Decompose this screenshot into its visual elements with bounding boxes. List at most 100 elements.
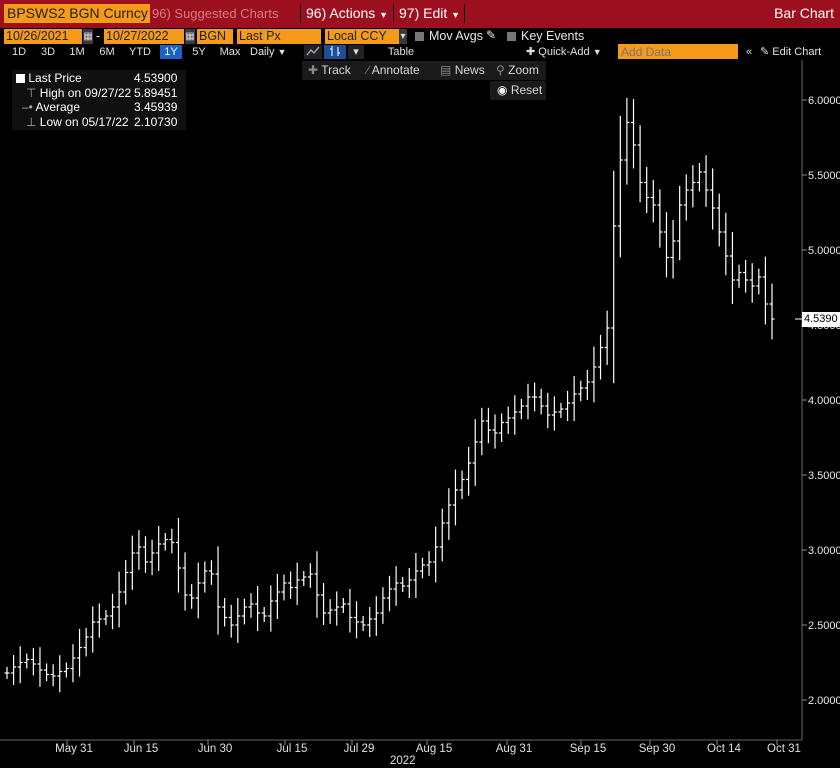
x-year-label: 2022: [390, 755, 416, 767]
ohlc-bar: [538, 388, 544, 415]
news-icon: ▤: [440, 63, 452, 77]
legend-high-value: 5.89451: [134, 86, 178, 100]
actions-label: 96) Actions: [306, 5, 376, 21]
legend-last-label: Last Price: [28, 71, 82, 85]
period-1y[interactable]: 1Y: [160, 45, 182, 59]
ohlc-bar: [327, 599, 333, 624]
ohlc-bar: [525, 383, 531, 420]
x-tick-label: Jun 15: [124, 743, 159, 755]
period-3d[interactable]: 3D: [40, 46, 56, 58]
calendar-icon[interactable]: ▦: [185, 29, 195, 44]
ohlc-bar: [44, 663, 50, 682]
ohlc-bar: [696, 163, 702, 192]
ohlc-bar: [83, 628, 89, 657]
ohlc-bar: [261, 607, 267, 622]
ohlc-bar: [400, 577, 406, 592]
pricing-source-field[interactable]: BGN: [197, 29, 233, 44]
ohlc-bar: [631, 99, 637, 169]
ohlc-bar: [492, 414, 498, 449]
ohlc-bar: [195, 562, 201, 619]
ohlc-bar: [294, 562, 300, 605]
zoom-label: Zoom: [508, 63, 539, 77]
ohlc-bar: [551, 396, 557, 431]
ohlc-bar: [360, 616, 366, 631]
ohlc-bar: [710, 168, 716, 230]
suggested-charts-button[interactable]: 96) Suggested Charts: [152, 6, 279, 21]
ohlc-bar: [729, 232, 735, 304]
pencil-icon: ✎: [760, 46, 770, 58]
frequency-selector[interactable]: Daily ▼: [250, 45, 296, 59]
x-tick-label: Sep 30: [639, 743, 675, 755]
y-tick-label: 6.0000: [808, 95, 840, 107]
chevron-down-icon[interactable]: ▾: [399, 29, 407, 44]
toolbar-separator: [464, 4, 465, 23]
ohlc-bar: [387, 575, 392, 612]
ohlc-bar: [446, 488, 452, 540]
end-date-field[interactable]: 10/27/2022: [104, 29, 184, 44]
key-events-checkbox[interactable]: [507, 32, 516, 41]
ohlc-bar: [17, 646, 23, 684]
ohlc-bar: [419, 557, 425, 579]
toolbar-separator: [300, 4, 301, 23]
reset-tool[interactable]: ◉ Reset: [497, 81, 542, 99]
ohlc-bar: [248, 593, 254, 618]
mov-avgs-checkbox[interactable]: [415, 32, 424, 41]
ohlc-bar: [624, 97, 630, 185]
edit-chart-button[interactable]: ✎ Edit Chart: [760, 45, 840, 59]
y-tick-label: 2.5000: [808, 620, 840, 632]
period-1m[interactable]: 1M: [69, 46, 85, 58]
ohlc-bar: [459, 470, 465, 499]
period-max[interactable]: Max: [219, 46, 241, 58]
ohlc-bar: [591, 346, 597, 403]
x-tick-label: Oct 31: [767, 743, 801, 755]
line-chart-icon[interactable]: [304, 45, 322, 59]
ohlc-bar: [690, 165, 696, 208]
bar-chart-icon[interactable]: [324, 45, 346, 59]
ohlc-bar: [222, 598, 228, 627]
ohlc-bar: [406, 568, 412, 598]
ohlc-bar: [584, 370, 590, 400]
zoom-tool[interactable]: ⚲ Zoom: [496, 61, 539, 79]
add-data-input[interactable]: [618, 44, 738, 59]
quick-add-button[interactable]: ✚ Quick-Add ▼: [526, 45, 608, 59]
track-tool[interactable]: ✚ Track: [308, 61, 351, 79]
frequency-label: Daily: [250, 46, 275, 58]
collapse-icon[interactable]: «: [745, 46, 753, 58]
ohlc-bar: [268, 585, 274, 632]
annotate-tool[interactable]: ∕ Annotate: [367, 61, 420, 79]
currency-selector[interactable]: Local CCY: [325, 29, 399, 44]
y-tick-label: 3.0000: [808, 545, 840, 557]
x-tick-label: May 31: [55, 743, 93, 755]
start-date-field[interactable]: 10/26/2021: [4, 29, 82, 44]
period-ytd[interactable]: YTD: [129, 46, 151, 58]
table-button[interactable]: Table: [387, 46, 415, 58]
legend-high-row: ⊤ High on 09/27/22: [26, 86, 131, 101]
ohlc-bar: [90, 606, 96, 653]
ohlc-bar: [578, 380, 584, 402]
pencil-icon[interactable]: ✎: [486, 28, 497, 42]
period-5y[interactable]: 5Y: [192, 46, 206, 58]
ohlc-bar: [314, 551, 320, 618]
edit-menu[interactable]: 97) Edit ▼: [399, 4, 460, 23]
ohlc-bar: [677, 185, 683, 261]
y-tick-label: 5.0000: [808, 245, 840, 257]
legend-avg-row: –• Average: [22, 100, 80, 115]
chevron-down-icon: ▼: [592, 47, 602, 57]
ohlc-bar: [505, 406, 511, 434]
ohlc-bar: [50, 664, 56, 687]
ohlc-bar: [499, 413, 505, 442]
chevron-down-icon[interactable]: ▾: [348, 45, 364, 59]
x-tick-label: Oct 14: [707, 743, 741, 755]
period-1d[interactable]: 1D: [11, 46, 27, 58]
price-field-selector[interactable]: Last Px: [237, 29, 321, 44]
actions-menu[interactable]: 96) Actions ▼: [306, 4, 388, 23]
ohlc-bar: [11, 655, 17, 685]
period-6m[interactable]: 6M: [99, 46, 115, 58]
ohlc-bar: [307, 563, 313, 588]
security-ticker-field[interactable]: BPSWS2 BGN Curncy: [4, 4, 150, 23]
calendar-icon[interactable]: ▦: [83, 29, 93, 44]
ohlc-bar: [663, 212, 669, 278]
ohlc-bar: [149, 539, 155, 576]
news-tool[interactable]: ▤ News: [440, 61, 485, 79]
